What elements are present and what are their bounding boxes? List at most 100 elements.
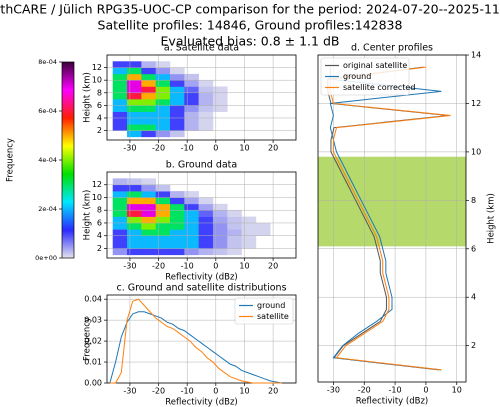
colorbar-tick-label: 0e+00 bbox=[35, 254, 57, 262]
heat-cell bbox=[227, 185, 242, 192]
heat-cell bbox=[256, 242, 271, 249]
heat-cell bbox=[270, 93, 285, 100]
heat-cell bbox=[227, 105, 242, 112]
heat-cell bbox=[198, 229, 214, 237]
heat-cell bbox=[242, 99, 257, 106]
heat-cell bbox=[155, 235, 171, 243]
figure-title: Satellite profiles: 14846, Ground profil… bbox=[98, 18, 403, 33]
x-tick-label: 20 bbox=[268, 262, 278, 271]
heat-cell bbox=[184, 178, 199, 185]
heat-cell bbox=[112, 99, 128, 106]
heat-cell bbox=[213, 118, 228, 125]
heat-cell bbox=[127, 197, 142, 205]
colorbar bbox=[61, 61, 75, 259]
heat-cell bbox=[227, 216, 242, 224]
heat-cell bbox=[199, 131, 214, 138]
heat-cell bbox=[184, 124, 199, 131]
y-tick-label: 10 bbox=[471, 147, 481, 156]
heat-cell bbox=[184, 80, 199, 87]
heat-cell bbox=[184, 203, 199, 211]
heat-cell bbox=[256, 124, 271, 131]
heat-cell bbox=[127, 117, 142, 125]
heat-cell bbox=[184, 92, 199, 100]
heat-cell bbox=[213, 191, 228, 198]
plot-frame bbox=[106, 171, 297, 259]
x-tick-label: -30 bbox=[123, 144, 136, 153]
heat-cell bbox=[198, 235, 214, 243]
heat-cell bbox=[212, 222, 228, 230]
heat-cell bbox=[112, 61, 128, 68]
heat-cell bbox=[213, 80, 228, 87]
panel-title: a. Satellite data bbox=[164, 43, 239, 54]
heat-cell bbox=[227, 61, 242, 68]
heat-cell bbox=[155, 67, 171, 75]
heat-cell bbox=[155, 92, 171, 100]
heat-cell bbox=[199, 68, 214, 75]
heat-cell bbox=[198, 197, 214, 205]
heat-cell bbox=[255, 229, 271, 237]
heat-cell bbox=[242, 210, 257, 217]
heat-cell bbox=[170, 130, 185, 138]
heat-cell bbox=[198, 216, 214, 224]
heat-cell bbox=[155, 248, 171, 256]
heat-cell bbox=[227, 118, 242, 125]
y-tick-label: 10 bbox=[92, 76, 102, 85]
colorbar-tick-label: 4e-04 bbox=[38, 156, 57, 164]
heat-cell bbox=[241, 229, 257, 237]
heat-cell bbox=[170, 191, 185, 198]
heat-cell bbox=[112, 124, 128, 131]
heat-cell bbox=[256, 80, 271, 87]
heat-cell bbox=[127, 124, 142, 131]
heat-cell bbox=[212, 235, 228, 243]
y-tick-label: 0.04 bbox=[84, 295, 102, 304]
heat-cell bbox=[227, 210, 242, 217]
heat-cell bbox=[127, 178, 142, 186]
heat-cell bbox=[212, 229, 228, 237]
heat-cell bbox=[155, 117, 171, 125]
heat-cell bbox=[242, 185, 257, 192]
x-tick-label: 0 bbox=[213, 387, 218, 396]
heat-cell bbox=[184, 222, 199, 230]
heat-cell bbox=[213, 178, 228, 185]
heat-cell bbox=[112, 235, 128, 243]
heat-cell bbox=[112, 184, 128, 192]
heat-cell bbox=[270, 80, 285, 87]
heat-cell bbox=[198, 203, 214, 211]
y-tick-label: 2 bbox=[97, 244, 102, 253]
heat-cell bbox=[155, 210, 171, 217]
heat-cell bbox=[199, 61, 214, 68]
y-tick-label: 6 bbox=[97, 218, 102, 227]
heat-cell bbox=[112, 203, 128, 211]
heat-cell bbox=[212, 99, 228, 106]
heat-cell bbox=[170, 210, 185, 217]
heat-cell bbox=[155, 111, 171, 119]
heat-cell bbox=[227, 68, 242, 75]
heat-cell bbox=[242, 112, 257, 119]
heat-cell bbox=[198, 248, 214, 256]
heat-cell bbox=[127, 216, 142, 224]
heat-cell bbox=[256, 118, 271, 125]
heat-cell bbox=[156, 178, 171, 185]
heat-cell bbox=[127, 235, 142, 243]
heat-cell bbox=[155, 130, 171, 138]
heat-cell bbox=[127, 130, 142, 138]
x-tick-label: 10 bbox=[452, 386, 462, 395]
heat-cell bbox=[112, 111, 128, 119]
heat-cell bbox=[198, 222, 214, 230]
heat-cell bbox=[255, 222, 271, 230]
heat-cell bbox=[270, 74, 285, 81]
heat-cell bbox=[256, 178, 271, 185]
heat-cell bbox=[141, 248, 156, 256]
panel-title: b. Ground data bbox=[166, 160, 237, 171]
heat-cell bbox=[256, 236, 271, 243]
heat-cell bbox=[127, 210, 142, 217]
y-tick-label: 0.01 bbox=[84, 358, 102, 367]
heat-cell bbox=[127, 67, 142, 75]
heat-cell bbox=[227, 191, 242, 198]
heat-cell bbox=[198, 92, 214, 100]
x-tick-label: 20 bbox=[268, 144, 278, 153]
heat-cell bbox=[184, 131, 199, 138]
heat-cell bbox=[127, 99, 142, 106]
heat-cell bbox=[127, 61, 142, 68]
